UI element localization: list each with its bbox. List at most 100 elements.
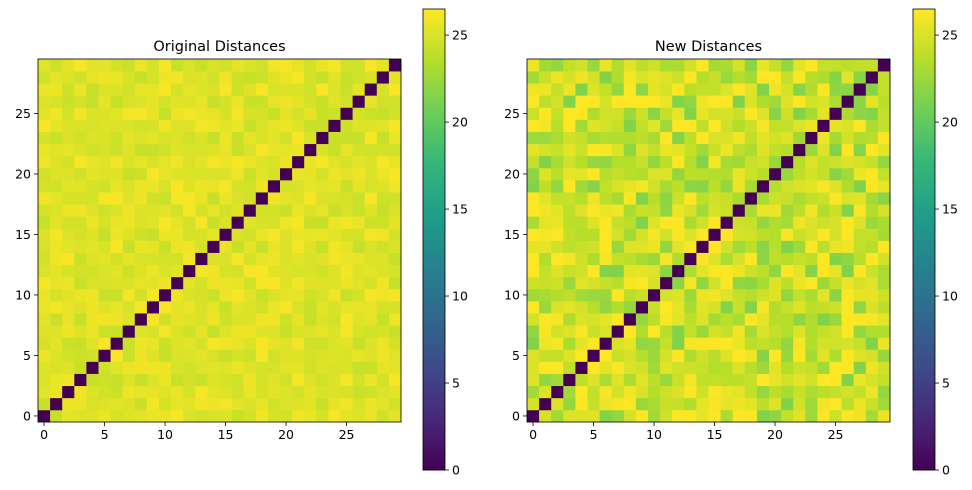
heatmap-cell [781,301,794,314]
heatmap-cell [50,180,63,193]
heatmap-cell [660,204,673,217]
chart-title: Original Distances [153,39,285,55]
heatmap-cell [781,337,794,350]
colorbar-segment [423,185,445,190]
heatmap-cell [146,337,160,350]
colorbar-segment [913,239,935,244]
heatmap-cell [708,216,721,229]
heatmap-cell [352,397,366,411]
heatmap-cell [769,83,782,96]
heatmap-cell [316,264,329,278]
heatmap-cell [648,373,661,387]
heatmap-cell [219,240,232,253]
heatmap-cell [183,276,196,290]
heatmap-cell [684,301,697,314]
heatmap-cell [38,240,51,253]
heatmap-cell [231,301,245,314]
colorbar-segment [913,197,935,202]
heatmap-cell [352,337,366,350]
colorbar-tick-label: 10 [452,289,468,304]
heatmap-cell [853,288,867,302]
heatmap-cell [793,349,806,362]
heatmap-cell [865,119,879,132]
heatmap-cell [267,167,281,181]
heatmap-cell [551,83,564,96]
colorbar-segment [423,9,445,14]
colorbar-segment [423,139,445,144]
heatmap-cell [648,264,661,278]
heatmap-cell [660,349,673,362]
colorbar-segment [423,39,445,44]
heatmap-cell [292,349,305,362]
heatmap-cell [231,71,245,84]
heatmap-cell [551,349,564,362]
heatmap-cell [195,143,208,157]
heatmap-cell [817,143,830,157]
heatmap-cell [551,325,564,338]
heatmap-cell [599,385,613,399]
heatmap-cell [781,192,794,205]
heatmap-cell [551,107,564,120]
heatmap-cell [623,83,637,96]
heatmap-cell [280,131,293,145]
heatmap-cell [38,167,51,181]
heatmap-cell [817,131,830,145]
heatmap-cell [376,385,390,399]
heatmap-cell [110,107,124,120]
heatmap-cell [134,361,148,374]
colorbar-segment [423,431,445,436]
heatmap-cell [219,337,232,350]
colorbar-segment [913,320,935,325]
heatmap-cell [243,337,257,350]
heatmap-cell [388,385,402,399]
heatmap-cell [159,107,172,120]
heatmap-cell [62,155,75,169]
heatmap-cell [611,349,625,362]
colorbar-segment [423,251,445,256]
heatmap-cell [146,155,160,169]
heatmap-cell [171,228,184,241]
heatmap-cell [756,361,770,374]
heatmap-cell [364,71,378,84]
heatmap-cell [720,313,734,326]
heatmap-cell [708,143,721,157]
heatmap-cell [551,301,564,314]
heatmap-cell [183,409,196,423]
heatmap-cell [732,361,746,374]
colorbar-segment [913,32,935,37]
colorbar-segment [913,89,935,94]
heatmap-cell [623,204,637,217]
heatmap-cell [267,313,281,326]
heatmap-cell [376,204,390,217]
colorbar-segment [913,385,935,390]
heatmap-cell [720,409,734,423]
heatmap-cell [696,313,709,326]
heatmap-cell [74,313,87,326]
heatmap-cell [86,216,99,229]
heatmap-cell [648,59,661,72]
heatmap-cell [660,180,673,193]
heatmap-cell [171,397,184,411]
heatmap-cell [575,119,588,132]
heatmap-cell [134,385,148,399]
heatmap-cell [744,204,758,217]
heatmap-cell [732,276,746,290]
heatmap-cell [364,264,378,278]
heatmap-cell [98,301,111,314]
heatmap-cell [50,216,63,229]
heatmap-cell [877,95,891,108]
heatmap-cell [805,349,818,362]
heatmap-cell [805,83,818,96]
heatmap-cell [280,180,293,193]
heatmap-cell [575,216,588,229]
heatmap-cell [611,288,625,302]
heatmap-cell [527,167,540,181]
heatmap-cell [575,180,588,193]
heatmap-cell [207,349,220,362]
colorbar-segment [423,235,445,240]
heatmap-cell [708,276,721,290]
heatmap-cell [171,119,184,132]
heatmap-cell [696,228,709,241]
heatmap-cell [219,385,232,399]
heatmap-cell-diagonal [720,216,734,229]
